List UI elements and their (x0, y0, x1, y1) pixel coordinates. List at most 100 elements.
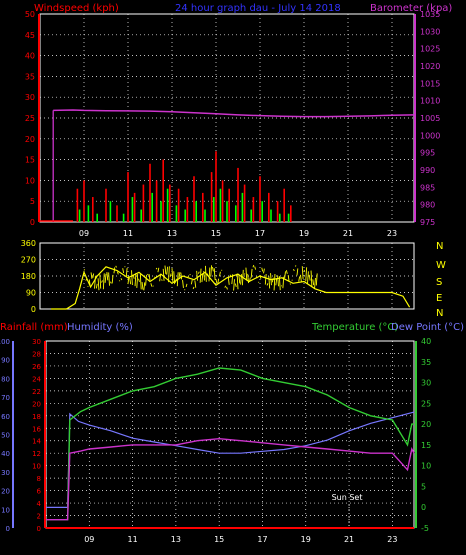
wind-direction-noise (154, 276, 156, 279)
baro-tick-label: 990 (420, 166, 435, 175)
wind-direction-noise (83, 269, 86, 271)
wind-direction-noise (190, 279, 193, 285)
wind-direction-noise (162, 268, 165, 281)
rain-tick-label: 22 (32, 388, 41, 396)
wind-direction-noise (161, 279, 163, 281)
baro-tick-label: 1000 (420, 131, 440, 140)
wind-barometer-panel: 0510152025303540455097598098599099510001… (25, 10, 441, 238)
wind-direction-noise (88, 279, 91, 286)
baro-tick-label: 1010 (420, 97, 440, 106)
wind-direction-noise (173, 271, 176, 285)
wind-direction-noise (254, 266, 257, 270)
wind-direction-noise (175, 278, 177, 283)
wind-direction-noise (301, 266, 304, 279)
wind-direction-noise (189, 273, 191, 276)
x-tick-label: 17 (255, 229, 265, 238)
temperature-tick-label: -5 (421, 524, 429, 533)
wind-direction-noise (117, 271, 119, 275)
wind-direction-noise (231, 274, 234, 285)
wind-direction-noise (307, 271, 309, 284)
wind-direction-noise (298, 276, 301, 282)
x-tick-label: 11 (123, 229, 133, 238)
baro-tick-label: 980 (420, 201, 435, 210)
wind-direction-noise (136, 273, 139, 288)
wind-direction-noise (248, 277, 251, 283)
wind-direction-noise (256, 276, 258, 279)
temperature-tick-label: 10 (421, 462, 431, 471)
rain-tick-label: 2 (37, 513, 41, 521)
wind-direction-noise (166, 266, 169, 275)
wind-direction-noise (129, 277, 132, 285)
wind-direction-noise (104, 273, 107, 283)
wind-direction-noise (208, 267, 211, 282)
wind-direction-noise (234, 283, 237, 287)
rain-tick-label: 10 (32, 463, 41, 471)
wind-direction-noise (92, 273, 95, 279)
wind-direction-noise (233, 279, 235, 291)
wind-direction-noise (148, 274, 151, 281)
humidity-tick-label: 20 (1, 488, 10, 496)
wind-direction-noise (240, 274, 242, 285)
x-tick-label: 21 (344, 535, 354, 544)
wind-direction-noise (310, 270, 313, 287)
wind-direction-noise (138, 278, 140, 283)
wind-direction-noise (273, 273, 276, 291)
wind-direction-noise (131, 270, 133, 285)
wind-direction-noise (312, 279, 315, 286)
wind-direction-noise (284, 271, 286, 279)
baro-tick-label: 1020 (420, 62, 440, 71)
direction-tick-label: 360 (21, 239, 36, 248)
wind-direction-noise (245, 267, 248, 281)
x-tick-label: 13 (167, 229, 177, 238)
wind-direction-noise (194, 280, 197, 288)
wind-direction-noise (145, 274, 147, 286)
baro-tick-label: 1015 (420, 79, 440, 88)
temperature-tick-label: 35 (421, 358, 431, 367)
wind-direction-noise (122, 268, 125, 273)
rain-tick-label: 26 (32, 363, 41, 371)
temperature-tick-label: 15 (421, 441, 431, 450)
wind-direction-noise (268, 276, 271, 289)
humidity-tick-label: 100 (0, 338, 10, 346)
wind-direction-noise (164, 265, 167, 275)
wind-direction-noise (155, 267, 158, 270)
wind-direction-noise (263, 268, 265, 274)
x-tick-label: 15 (214, 535, 224, 544)
wind-direction-noise (282, 276, 285, 289)
rain-humidity-temperature-panel: 0102030405060708090100024681012141618202… (0, 337, 431, 544)
rain-tick-label: 14 (32, 438, 41, 446)
humidity-tick-label: 70 (1, 394, 10, 402)
temperature-tick-label: 30 (421, 379, 431, 388)
baro-tick-label: 1005 (420, 114, 440, 123)
rain-tick-label: 28 (32, 350, 41, 358)
wind-direction-noise (187, 275, 189, 278)
wind-direction-noise (99, 274, 102, 289)
wind-direction-noise (305, 267, 308, 282)
humidity-tick-label: 10 (1, 506, 10, 514)
wind-direction-noise (90, 272, 93, 279)
wind-direction-noise (314, 277, 316, 289)
rain-tick-label: 12 (32, 450, 41, 458)
wind-direction-noise (139, 274, 142, 290)
direction-letter: S (436, 277, 442, 288)
wind-direction-noise (199, 268, 202, 283)
wind-direction-noise (171, 268, 174, 283)
wind-direction-noise (94, 275, 96, 289)
wind-direction-noise (178, 272, 181, 278)
rain-tick-label: 6 (37, 488, 42, 496)
sunset-label: Sun Set (332, 493, 363, 502)
wind-direction-noise (259, 274, 262, 279)
wind-direction-noise (176, 272, 179, 287)
dewpoint-line (46, 437, 415, 521)
baro-tick-label: 985 (420, 183, 435, 192)
wind-direction-noise (278, 276, 281, 291)
wind-direction-noise (204, 265, 207, 282)
humidity-axis-label: Humidity (%) (67, 322, 133, 333)
wind-direction-noise (85, 278, 88, 281)
wind-direction-noise (275, 278, 278, 286)
humidity-tick-label: 40 (1, 450, 10, 458)
wind-direction-noise (113, 267, 116, 274)
wind-tick-label: 5 (30, 197, 35, 206)
wind-direction-noise (293, 268, 295, 272)
